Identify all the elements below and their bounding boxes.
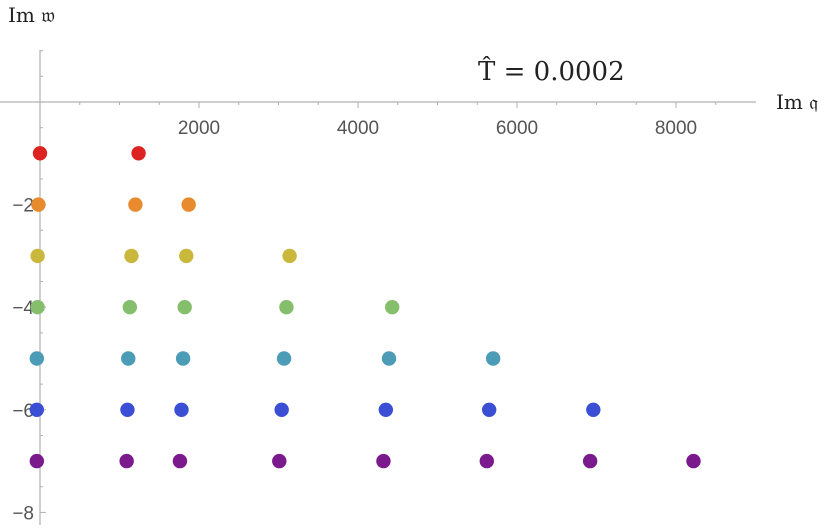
data-point [479, 453, 494, 469]
temperature-annotation: T̂ = 0.0002 [478, 56, 625, 87]
y-tick-label: −2 [12, 196, 34, 217]
data-point [122, 300, 138, 315]
data-point [128, 197, 143, 212]
data-point [481, 402, 497, 417]
data-point [31, 197, 46, 212]
x-tick-label: 6000 [496, 118, 538, 139]
x-tick-label: 2000 [178, 118, 220, 139]
data-point [378, 402, 394, 417]
y-tick-label: −6 [12, 401, 34, 422]
data-point [30, 248, 45, 264]
data-point [384, 300, 400, 315]
data-point [32, 146, 48, 161]
data-point [175, 351, 191, 366]
axes [0, 50, 756, 525]
data-point [181, 197, 196, 212]
data-point [586, 402, 601, 417]
data-point [29, 453, 45, 469]
data-point [119, 453, 134, 469]
data-point [131, 146, 146, 161]
data-point [279, 300, 294, 315]
x-tick-label: 8000 [655, 118, 697, 139]
data-point [172, 453, 188, 469]
data-point [29, 402, 45, 417]
data-point [686, 453, 701, 469]
data-point [124, 248, 139, 264]
data-point [272, 453, 287, 469]
x-axis-label: Im 𝔮 [776, 90, 818, 114]
y-tick-label: −8 [12, 503, 34, 524]
y-tick-label: −4 [12, 298, 34, 319]
data-point [376, 453, 391, 469]
data-points [29, 146, 701, 469]
data-point [282, 248, 297, 264]
data-point [179, 248, 194, 264]
x-tick-label: 4000 [337, 118, 379, 139]
data-point [121, 351, 136, 366]
y-axis-label: Im 𝔴 [8, 3, 55, 27]
data-point [381, 351, 397, 366]
data-point [29, 351, 45, 366]
data-point [276, 351, 292, 366]
ticks: 2000 4000 6000 8000 −8 −6 −4 −2 [12, 50, 717, 524]
data-point [582, 453, 598, 469]
data-point [174, 402, 189, 417]
data-point [177, 300, 192, 315]
data-point [274, 402, 289, 417]
data-point [30, 300, 45, 315]
data-point [120, 402, 135, 417]
data-point [485, 351, 501, 366]
